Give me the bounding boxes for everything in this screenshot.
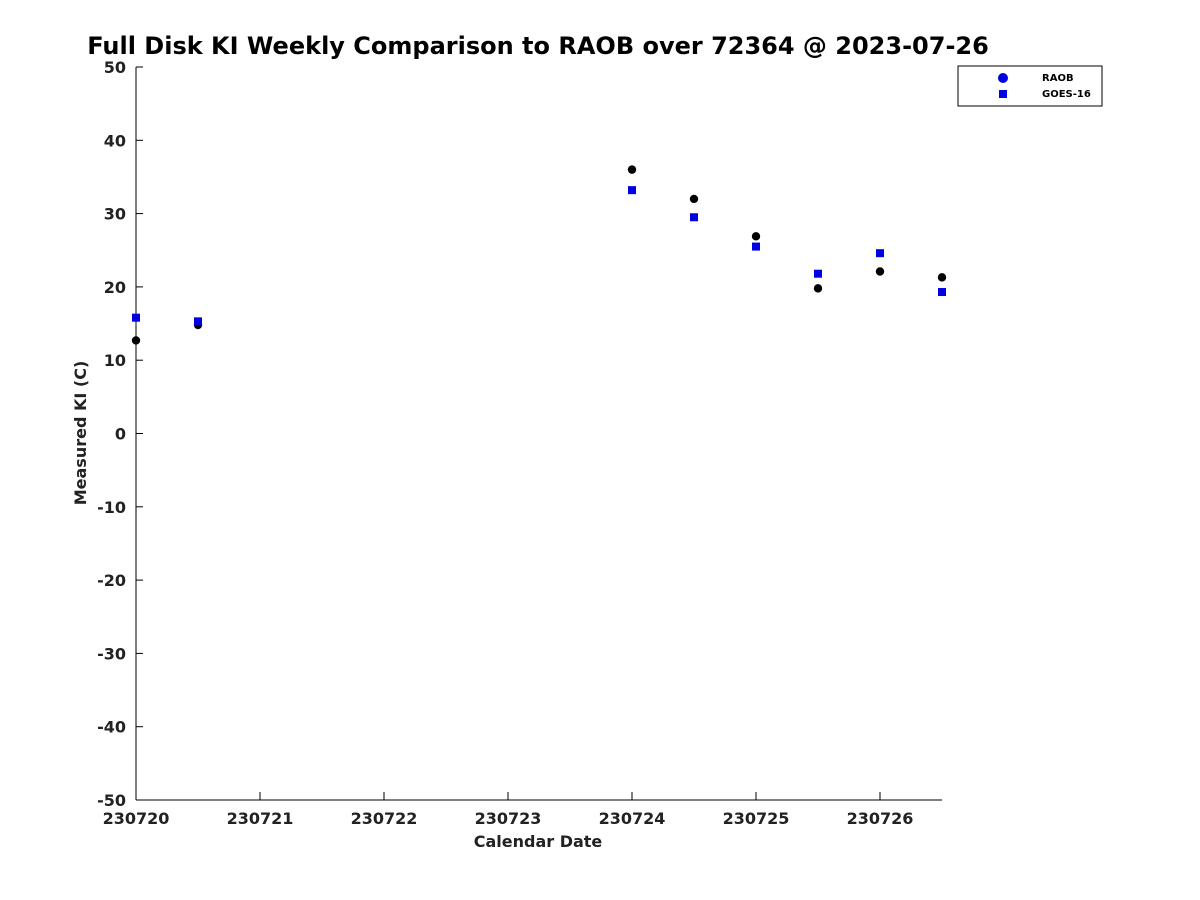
goes16-point [938, 288, 946, 297]
y-tick-label: -20 [97, 571, 126, 590]
raob-point [937, 273, 947, 282]
y-tick-label: 50 [104, 58, 126, 77]
x-tick-label: 230724 [599, 809, 666, 828]
y-axis-label: Measured KI (C) [71, 361, 90, 506]
x-tick-label: 230725 [723, 809, 790, 828]
raob-point [627, 165, 637, 174]
plot-area [135, 67, 942, 801]
series-raob [131, 165, 947, 345]
y-tick-label: 40 [104, 131, 126, 150]
chart-title: Full Disk KI Weekly Comparison to RAOB o… [87, 32, 989, 60]
data-series [131, 165, 947, 345]
legend-box [957, 65, 1103, 107]
legend-raob-label: RAOB [1042, 73, 1074, 84]
y-tick-label: -50 [97, 791, 126, 810]
raob-point [689, 194, 699, 204]
goes16-point [752, 242, 760, 251]
y-tick-label: 0 [115, 425, 126, 444]
y-tick-label: -10 [97, 498, 126, 517]
goes16-point [628, 186, 636, 195]
y-tick-label: 30 [104, 205, 126, 224]
raob-point [751, 232, 761, 241]
y-tick-label: 10 [104, 351, 126, 370]
series-goes-16 [132, 186, 946, 326]
raob-point [875, 267, 885, 276]
goes16-point [690, 213, 698, 222]
x-axis-label: Calendar Date [474, 832, 603, 851]
raob-point [131, 336, 141, 345]
x-tick-label: 230723 [475, 809, 542, 828]
x-tick-label: 230721 [227, 809, 294, 828]
x-tick-label: 230720 [103, 809, 170, 828]
goes16-point [814, 269, 822, 278]
legend-raob-marker [998, 73, 1008, 83]
y-axis-ticks: 50 40 30 20 10 0 -10 -20 -30 -40 -50 [97, 58, 143, 810]
raob-point [813, 284, 823, 293]
goes16-point [876, 249, 884, 258]
y-tick-label: 20 [104, 278, 126, 297]
legend-goes16-marker [999, 90, 1007, 98]
goes16-point [194, 317, 202, 326]
y-tick-label: -40 [97, 718, 126, 737]
legend-goes16-label: GOES-16 [1042, 89, 1091, 100]
x-axis-ticks: 230720 230721 230722 230723 230724 230725 2307… [103, 792, 914, 828]
y-tick-label: -30 [97, 644, 126, 663]
legend: RAOB GOES-16 [957, 65, 1103, 107]
goes16-point [132, 313, 140, 322]
x-tick-label: 230726 [847, 809, 914, 828]
x-tick-label: 230722 [351, 809, 418, 828]
